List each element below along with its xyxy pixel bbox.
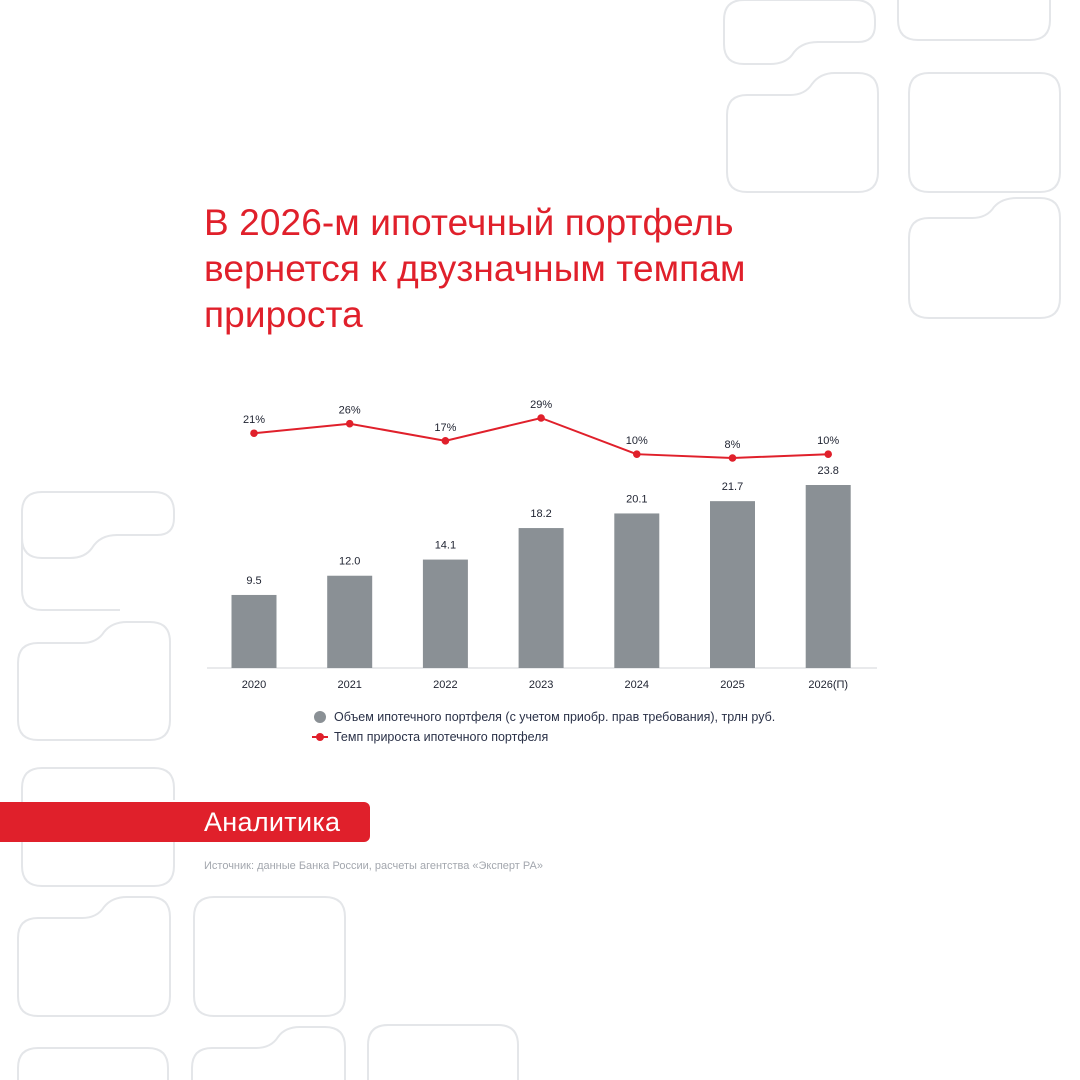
decor-tile	[897, 0, 1051, 41]
bar-2020	[231, 594, 277, 668]
rate-value-label: 8%	[725, 439, 741, 451]
decor-tile	[17, 621, 171, 741]
decor-tile	[908, 72, 1061, 193]
title-line: прироста	[204, 294, 363, 335]
rate-point-2025	[728, 454, 737, 462]
decor-tile	[17, 896, 171, 1017]
bar-2023	[518, 528, 564, 668]
x-tick-label: 2020	[242, 679, 266, 691]
bar-value-label: 20.1	[626, 493, 647, 505]
rate-value-label: 21%	[243, 414, 265, 426]
rate-point-2020	[250, 429, 258, 438]
decor-tile	[908, 197, 1061, 319]
decor-tile	[21, 767, 175, 887]
growth-rate-line	[253, 416, 829, 460]
bar-value-label: 21.7	[722, 481, 743, 493]
rate-point-2026(П)	[824, 450, 832, 458]
x-tick-label: 2022	[433, 679, 457, 691]
bar-value-label: 23.8	[817, 465, 838, 477]
decor-tile	[21, 491, 175, 611]
chart-legend: Объем ипотечного портфеля (с учетом прио…	[312, 707, 775, 747]
rate-point-2023	[537, 414, 545, 422]
rate-point-2024	[633, 450, 641, 458]
rate-value-label: 10%	[626, 435, 648, 447]
bar-2024	[614, 513, 660, 668]
rate-point-2021	[345, 419, 354, 428]
bar-2021	[327, 575, 373, 668]
decor-tile	[726, 72, 879, 193]
legend-item-portfolio: Объем ипотечного портфеля (с учетом прио…	[312, 707, 775, 727]
page-title: В 2026-м ипотечный портфель вернется к д…	[204, 200, 904, 338]
x-tick-label: 2024	[625, 679, 649, 691]
decor-tile	[17, 1047, 169, 1080]
decor-tile	[723, 0, 876, 65]
x-tick-label: 2021	[337, 679, 361, 691]
x-tick-label: 2025	[720, 679, 744, 691]
decor-tile	[367, 1024, 519, 1080]
legend-item-growth: Темп прироста ипотечного портфеля	[312, 727, 775, 747]
x-tick-label: 2026(П)	[808, 679, 848, 691]
rate-value-label: 17%	[434, 422, 456, 434]
bar-value-label: 18.2	[530, 508, 551, 520]
rate-value-label: 10%	[817, 435, 839, 447]
decor-tile	[191, 1026, 346, 1080]
legend-label-growth: Темп прироста ипотечного портфеля	[334, 730, 549, 744]
legend-bar-swatch	[314, 711, 326, 723]
source-note: Источник: данные Банка России, расчеты а…	[204, 860, 543, 872]
bar-2022	[422, 559, 468, 668]
bar-value-label: 9.5	[246, 575, 261, 587]
bar-value-label: 12.0	[339, 556, 360, 568]
bar-2026(П)	[805, 485, 851, 668]
bar-2025	[710, 501, 755, 668]
decor-tile	[193, 896, 346, 1017]
x-tick-label: 2023	[529, 679, 553, 691]
legend-line-swatch	[312, 731, 328, 743]
rate-value-label: 29%	[530, 399, 552, 411]
title-line: В 2026-м ипотечный портфель	[204, 202, 734, 243]
bar-value-label: 14.1	[435, 540, 456, 552]
rate-value-label: 26%	[339, 405, 361, 417]
analytics-badge: Аналитика	[0, 802, 370, 842]
rate-point-2022	[441, 437, 450, 445]
title-line: вернется к двузначным темпам	[204, 248, 746, 289]
legend-label-portfolio: Объем ипотечного портфеля (с учетом прио…	[334, 710, 776, 724]
